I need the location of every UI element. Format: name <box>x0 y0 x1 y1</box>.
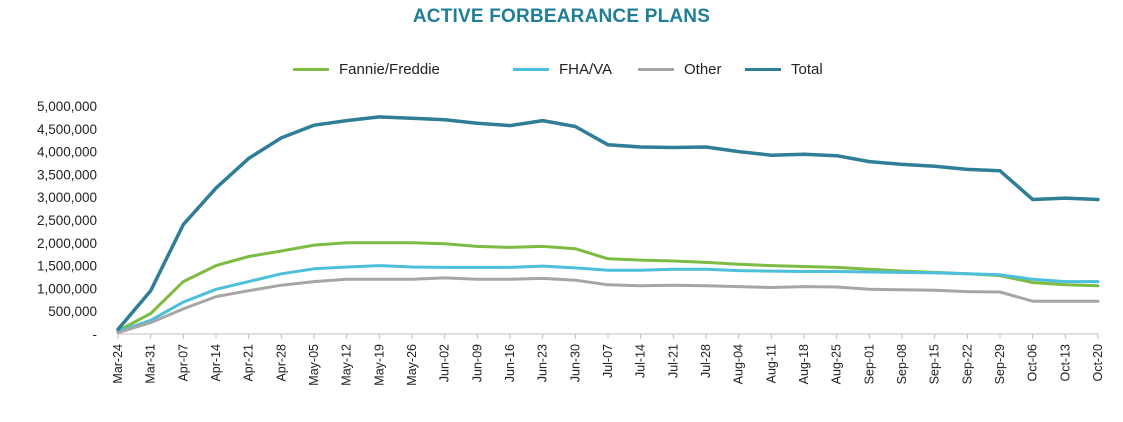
y-tick-label: 500,000 <box>48 304 97 319</box>
legend-item-total: Total <box>745 58 823 80</box>
x-tick-label: Oct-06 <box>1026 344 1040 382</box>
x-tick-label: May-19 <box>372 344 386 386</box>
series-line-total <box>116 115 1100 332</box>
x-tick-label: Sep-22 <box>960 344 974 384</box>
legend-swatch-total <box>745 67 781 71</box>
x-tick-label: Jul-21 <box>666 344 680 378</box>
x-tick-label: Sep-15 <box>928 344 942 384</box>
y-tick-label: 5,000,000 <box>37 99 97 114</box>
series-line-other <box>116 276 1100 335</box>
x-tick-label: Mar-24 <box>111 344 125 384</box>
y-tick-label: - <box>93 327 98 342</box>
x-tick-label: Aug-18 <box>797 344 811 384</box>
x-tick-label: Aug-11 <box>764 344 778 383</box>
x-tick-label: Jun-09 <box>470 344 484 382</box>
x-tick-label: Aug-25 <box>830 344 844 384</box>
y-tick-label: 1,500,000 <box>37 259 97 274</box>
x-tick-label: Mar-31 <box>144 344 158 384</box>
legend-label-total: Total <box>791 60 823 78</box>
y-tick-label: 3,500,000 <box>37 167 97 182</box>
y-tick-label: 2,500,000 <box>37 213 97 228</box>
x-tick-label: Jun-02 <box>438 344 452 382</box>
x-tick-label: Jul-07 <box>601 344 615 378</box>
x-tick-label: Aug-04 <box>732 344 746 384</box>
x-tick-label: Apr-07 <box>176 344 190 382</box>
x-tick-label: May-26 <box>405 344 419 386</box>
x-tick-label: Apr-21 <box>242 344 256 382</box>
x-tick-label: Jun-16 <box>503 344 517 382</box>
x-tick-label: Oct-13 <box>1058 344 1072 382</box>
y-tick-label: 4,500,000 <box>37 122 97 137</box>
legend-label-fannie-freddie: Fannie/Freddie <box>339 60 440 78</box>
legend-swatch-fha-va <box>513 67 549 71</box>
x-tick-label: Sep-08 <box>895 344 909 384</box>
y-tick-label: 2,000,000 <box>37 236 97 251</box>
y-tick-label: 1,000,000 <box>37 281 97 296</box>
x-tick-label: Oct-20 <box>1091 344 1105 382</box>
x-tick-label: Jul-28 <box>699 344 713 378</box>
legend-label-other: Other <box>684 60 722 78</box>
chart-title: ACTIVE FORBEARANCE PLANS <box>412 6 711 27</box>
legend-swatch-other <box>638 67 674 71</box>
x-tick-label: Jun-30 <box>568 344 582 382</box>
series-line-fha-va <box>116 264 1100 334</box>
legend-item-other: Other <box>638 58 722 80</box>
y-tick-label: 4,000,000 <box>37 145 97 160</box>
x-tick-label: Apr-28 <box>274 344 288 382</box>
legend-label-fha-va: FHA/VA <box>559 60 613 78</box>
legend-item-fannie-freddie: Fannie/Freddie <box>293 58 440 80</box>
chart-legend: Fannie/Freddie FHA/VA Other Total <box>0 58 1123 80</box>
legend-item-fha-va: FHA/VA <box>513 58 612 80</box>
x-tick-label: Apr-14 <box>209 344 223 382</box>
x-tick-label: Jul-14 <box>634 344 648 378</box>
legend-swatch-fannie-freddie <box>293 67 329 71</box>
x-tick-label: May-05 <box>307 344 321 386</box>
x-tick-label: Jun-23 <box>536 344 550 382</box>
x-tick-label: May-12 <box>340 344 354 386</box>
x-tick-label: Sep-29 <box>993 344 1007 384</box>
y-tick-label: 3,000,000 <box>37 190 97 205</box>
x-tick-label: Sep-01 <box>862 344 876 384</box>
